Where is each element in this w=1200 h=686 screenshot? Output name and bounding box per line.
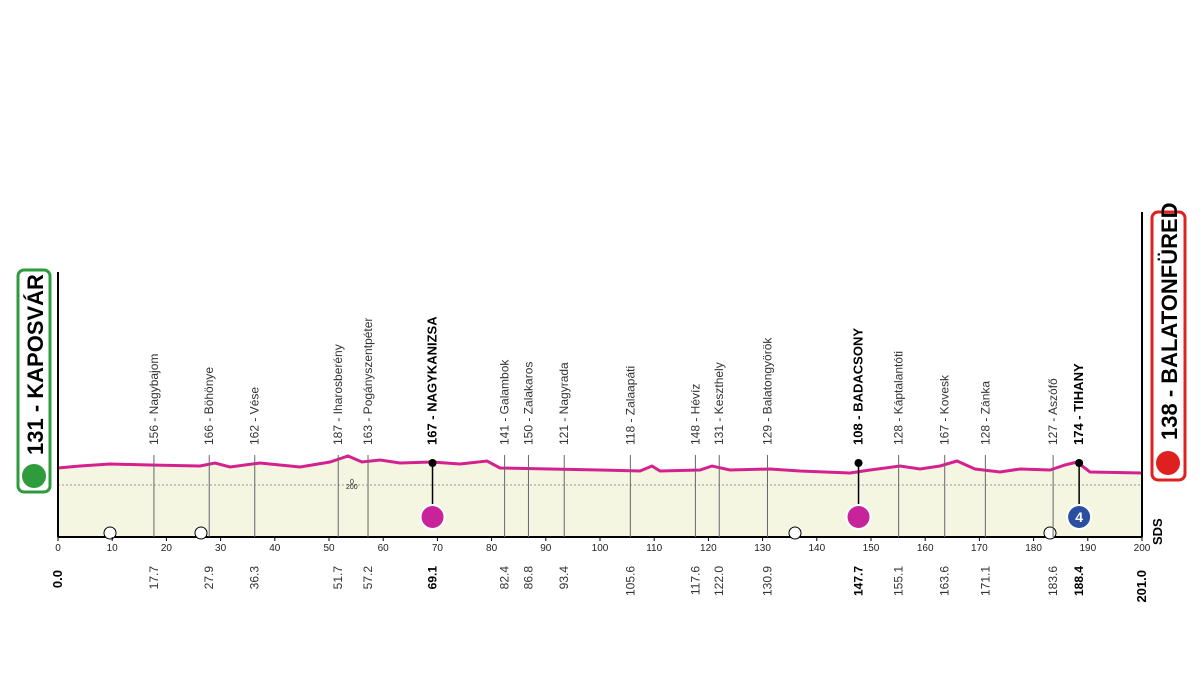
- altitude-label: 0: [350, 479, 354, 486]
- waypoint-name: 162 - Vése: [248, 387, 262, 445]
- km-tick-label: 120: [700, 543, 717, 554]
- km-tick-label: 130: [754, 543, 771, 554]
- finish-box: [1150, 210, 1187, 482]
- kom-icon: [1066, 504, 1093, 530]
- km-tick-label: 60: [378, 543, 390, 554]
- km-tick-label: 140: [808, 543, 825, 554]
- waypoint-name: 141 - Galambok: [498, 359, 512, 445]
- waypoint-km: 82.4: [498, 566, 512, 590]
- kom-category: 4: [1075, 509, 1083, 525]
- km-tick-label: 200: [1134, 543, 1151, 554]
- waypoint-name: 167 - Kovesk: [938, 374, 952, 445]
- km-tick-label: 150: [863, 543, 880, 554]
- waypoint-km: 155.1: [892, 566, 906, 596]
- km-tick-label: 50: [323, 543, 335, 554]
- waypoint-name: 148 - Hévíz: [688, 384, 702, 445]
- waypoint-name: 131 - Keszthely: [712, 362, 726, 445]
- waypoint-km: 93.4: [557, 566, 571, 590]
- waypoint-km: 122.0: [712, 566, 726, 596]
- marker-dot: [854, 459, 863, 467]
- waypoint-name: 121 - Nagyrada: [557, 362, 571, 445]
- logo: SDS: [1150, 518, 1165, 545]
- marker-dot: [1075, 459, 1084, 467]
- waypoint-name: 129 - Balatongyörök: [760, 337, 774, 445]
- km-tick-label: 110: [646, 543, 662, 554]
- marker-dot: [428, 459, 437, 467]
- start-icon: [22, 464, 46, 488]
- finish-label: 138 - BALATONFÜRED: [1157, 202, 1182, 440]
- waypoint-name: 187 - Iharosberény: [331, 344, 345, 445]
- feed-icon: [194, 526, 208, 540]
- waypoint-name: 163 - Pogányszentpéter: [361, 318, 375, 445]
- feed-icon: [788, 526, 802, 540]
- finish-km: 201.0: [1134, 570, 1149, 603]
- waypoint-km: 36.3: [248, 566, 262, 590]
- sprint-icon: [419, 504, 446, 530]
- km-tick-label: 0: [55, 543, 61, 554]
- feed-icon: [103, 526, 117, 540]
- waypoint-km: 69.1: [426, 566, 440, 590]
- waypoint-name: 118 - Zalaapáti: [623, 366, 637, 445]
- start-km: 0.0: [50, 570, 65, 588]
- feed-icon: [1043, 526, 1057, 540]
- sprint-icon: [845, 504, 872, 530]
- waypoint-km: 105.6: [623, 566, 637, 596]
- waypoint-name: 156 - Nagybajom: [147, 354, 161, 445]
- km-tick-label: 180: [1025, 543, 1042, 554]
- waypoint-km: 117.6: [688, 566, 702, 595]
- waypoint-km: 17.7: [147, 566, 161, 590]
- waypoint-name: 127 - Aszófő: [1046, 378, 1060, 445]
- km-tick-label: 160: [917, 543, 934, 554]
- start-box: [16, 268, 52, 494]
- finish-icon: [1156, 451, 1180, 475]
- km-tick-label: 40: [269, 543, 281, 554]
- waypoint-name: 128 - Zánka: [978, 381, 992, 445]
- waypoint-km: 57.2: [361, 566, 375, 590]
- waypoint-km: 188.4: [1072, 566, 1086, 596]
- waypoint-km: 171.1: [978, 566, 992, 596]
- km-tick-label: 30: [215, 543, 227, 554]
- waypoint-name: 108 - BADACSONY: [851, 328, 866, 445]
- waypoint-name: 128 - Káptalantóti: [892, 351, 906, 445]
- waypoint-km: 86.8: [521, 566, 535, 590]
- waypoint-km: 130.9: [760, 566, 774, 596]
- km-tick-label: 10: [107, 543, 119, 554]
- start-label: 131 - KAPOSVÁR: [23, 274, 48, 455]
- km-tick-label: 190: [1079, 543, 1096, 554]
- waypoint-name: 167 - NAGYKANIZSA: [425, 316, 440, 445]
- waypoint-name: 166 - Böhönye: [202, 367, 216, 445]
- waypoint-km: 147.7: [852, 566, 866, 596]
- km-tick-label: 70: [432, 543, 444, 554]
- altitude-label: 200: [346, 484, 358, 491]
- waypoint-name: 174 - TIHANY: [1071, 363, 1086, 445]
- waypoint-km: 27.9: [202, 566, 216, 590]
- km-tick-label: 20: [161, 543, 173, 554]
- waypoint-km: 183.6: [1046, 566, 1060, 596]
- waypoint-name: 150 - Zalakaros: [521, 362, 535, 445]
- km-tick-label: 80: [486, 543, 498, 554]
- km-tick-label: 90: [540, 543, 552, 554]
- waypoint-km: 163.6: [938, 566, 952, 596]
- km-tick-label: 170: [971, 543, 988, 554]
- km-tick-label: 100: [592, 543, 609, 554]
- waypoint-km: 51.7: [331, 566, 345, 590]
